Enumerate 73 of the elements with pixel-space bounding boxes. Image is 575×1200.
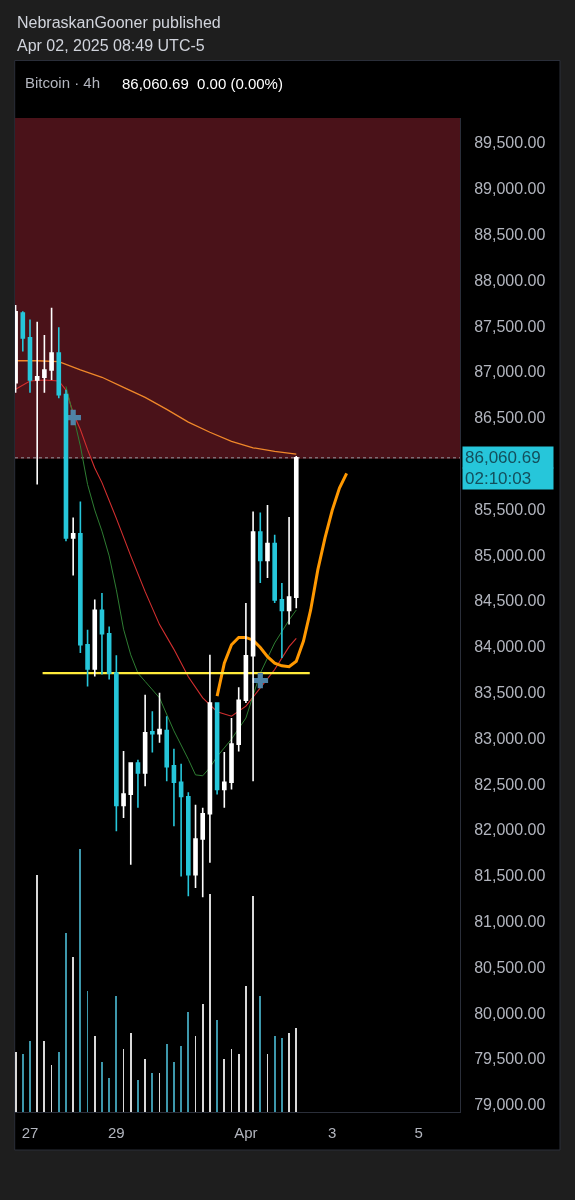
candlestick (236, 686, 242, 753)
text: 02:10:03 (465, 469, 532, 488)
candlestick (272, 534, 277, 604)
y-tick-label: 79,000.00 (474, 1096, 546, 1114)
candlestick (85, 628, 90, 688)
y-tick-label: 84,500.00 (474, 592, 546, 610)
candlestick (243, 602, 249, 704)
candlestick (200, 807, 206, 898)
candlestick (20, 310, 26, 353)
y-tick-label: 81,500.00 (474, 867, 546, 885)
candlestick (49, 306, 54, 381)
candlestick (121, 750, 126, 819)
candlestick (164, 715, 170, 783)
candlestick (27, 318, 33, 394)
y-tick-label: 88,500.00 (474, 225, 546, 243)
candlestick (99, 592, 105, 676)
ref-line-label: 86,060.69 (465, 448, 541, 467)
candlestick (56, 326, 62, 400)
candlestick (78, 500, 83, 654)
x-tick-label: 27 (21, 1124, 39, 1141)
x-tick-label: 3 (328, 1124, 337, 1141)
y-tick-label: 83,500.00 (474, 684, 546, 702)
candlestick (286, 516, 292, 626)
x-tick-label: 5 (414, 1124, 423, 1141)
y-tick-label: 79,500.00 (474, 1050, 546, 1068)
candlestick (207, 654, 213, 864)
y-tick-label: 85,000.00 (474, 546, 546, 564)
text: Apr 02, 2025 08:49 UTC-5 (17, 37, 205, 54)
candlestick (257, 511, 263, 584)
candlestick (92, 598, 98, 678)
y-tick-label: 87,500.00 (474, 317, 546, 335)
line-series (65, 385, 297, 777)
y-tick-label: 81,000.00 (474, 913, 546, 931)
candlestick (70, 516, 76, 577)
candlestick (265, 504, 270, 579)
candlestick (128, 761, 134, 866)
candlestick (279, 582, 285, 659)
y-tick-label: 82,000.00 (474, 821, 546, 839)
line-series (15, 360, 297, 455)
y-tick-label: 89,000.00 (474, 180, 546, 198)
x-tick-label: 29 (108, 1124, 125, 1141)
candlestick (293, 455, 299, 609)
candlestick (250, 510, 256, 783)
candlestick (157, 692, 162, 744)
candlestick (42, 334, 47, 394)
line-series (215, 471, 349, 698)
y-tick-label: 80,000.00 (474, 1004, 546, 1022)
y-tick-label: 87,000.00 (474, 363, 546, 381)
y-tick-label: 86,500.00 (474, 409, 546, 427)
y-tick-label: 80,500.00 (474, 958, 546, 976)
candlestick (193, 803, 198, 889)
candlestick (186, 791, 191, 898)
x-tick-label: Apr (234, 1124, 258, 1141)
candlestick (171, 747, 177, 827)
text: NebraskanGooner published (17, 14, 221, 31)
y-tick-label: 85,500.00 (474, 500, 546, 518)
candlestick (106, 625, 112, 681)
candlestick (229, 717, 234, 791)
y-tick-label: 82,500.00 (474, 775, 546, 793)
y-tick-label: 83,000.00 (474, 729, 546, 747)
candlestick (150, 710, 155, 754)
y-tick-label: 88,000.00 (474, 271, 546, 289)
y-tick-label: 84,000.00 (474, 638, 546, 656)
candlestick (178, 763, 184, 878)
candlestick (221, 751, 227, 809)
candlestick (114, 654, 119, 833)
candlestick (135, 758, 141, 809)
chart-title: Bitcoin · 4h (25, 74, 101, 92)
y-tick-label: 89,500.00 (474, 134, 546, 152)
candlestick (142, 693, 148, 788)
text: 86,060.69 0.00 (0.00%) (122, 75, 283, 92)
candlestick (34, 321, 40, 486)
line-series (15, 379, 297, 717)
